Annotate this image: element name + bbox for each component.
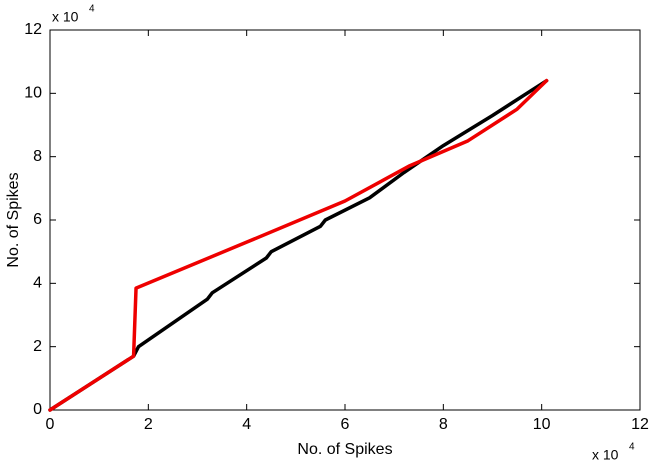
- x-tick-label: 12: [631, 416, 649, 433]
- y-tick-label: 10: [24, 85, 42, 102]
- x-tick-label: 6: [341, 416, 350, 433]
- x-multiplier-exponent: 4: [629, 442, 635, 453]
- y-tick-label: 0: [33, 401, 42, 418]
- x-axis-label: No. of Spikes: [297, 441, 392, 458]
- x-multiplier: x 10: [592, 447, 619, 463]
- y-axis-label: No. of Spikes: [5, 172, 22, 267]
- y-tick-label: 2: [33, 338, 42, 355]
- x-tick-label: 0: [46, 416, 55, 433]
- x-tick-label: 2: [144, 416, 153, 433]
- y-tick-label: 12: [24, 21, 42, 38]
- x-tick-label: 8: [439, 416, 448, 433]
- y-tick-label: 4: [33, 275, 42, 292]
- y-tick-label: 8: [33, 148, 42, 165]
- x-tick-label: 10: [533, 416, 551, 433]
- plot-frame: [49, 29, 641, 411]
- y-multiplier: x 10: [52, 9, 79, 25]
- y-multiplier-exponent: 4: [89, 4, 95, 15]
- data-line: [48, 78, 549, 412]
- y-tick-label: 6: [33, 211, 42, 228]
- x-tick-label: 4: [242, 416, 251, 433]
- data-line: [48, 78, 549, 412]
